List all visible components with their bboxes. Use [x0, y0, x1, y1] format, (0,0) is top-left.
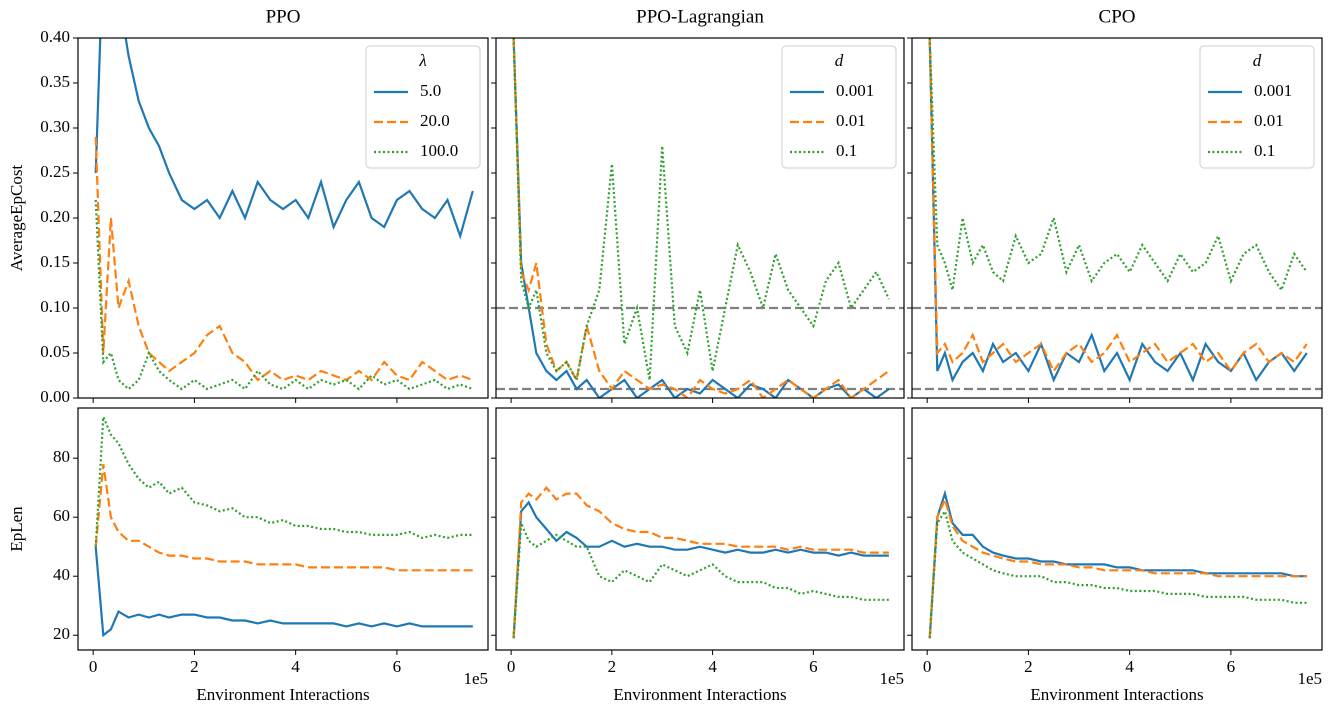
- series-line: [94, 136, 474, 382]
- y-tick-label: 60: [53, 506, 70, 525]
- x-tick-label: 6: [393, 657, 402, 676]
- y-axis-label: EpLen: [7, 506, 26, 552]
- y-tick-label: 0.05: [40, 342, 70, 361]
- panel: 0.00 0.05 0.10 0.15 0.20 0.25 0.30 0.35 0.40 PPO A…: [7, 6, 489, 406]
- legend-title: λ: [418, 51, 426, 70]
- legend-label: 0.001: [836, 81, 874, 100]
- series-line: [928, 508, 1307, 639]
- series-line: [928, 38, 1308, 374]
- y-tick-label: 0.35: [40, 72, 70, 91]
- x-tick-label: 2: [190, 657, 199, 676]
- series-line: [928, 489, 1307, 639]
- legend-title: d: [1253, 51, 1262, 70]
- legend-label: 100.0: [420, 141, 458, 160]
- panel: 0 2 4 6 Environment Interactions 1e5: [907, 407, 1323, 704]
- plot-area: [928, 489, 1307, 639]
- y-tick-label: 0.30: [40, 117, 70, 136]
- y-tick-label: 80: [53, 447, 70, 466]
- x-tick-label: 2: [608, 657, 617, 676]
- x-tick-label: 0: [89, 657, 98, 676]
- series-line: [512, 486, 889, 639]
- panel: CPO d 0.001 0.01 0.1: [907, 6, 1323, 403]
- plot-area: [94, 416, 473, 638]
- x-offset-text: 1e5: [463, 669, 488, 688]
- series-line: [928, 38, 1308, 383]
- legend-box: [1199, 45, 1315, 169]
- series-line: [512, 38, 890, 384]
- series-line: [512, 38, 890, 398]
- y-tick-label: 0.20: [40, 207, 70, 226]
- x-axis-label: Environment Interactions: [1030, 685, 1203, 704]
- plot-area: [94, 38, 474, 391]
- y-tick-label: 40: [53, 565, 70, 584]
- y-tick-label: 0.00: [40, 387, 70, 406]
- legend-label: 0.1: [836, 141, 857, 160]
- panel: 0 2 4 6 Environment Interactions 1e5: [491, 407, 905, 704]
- series-line: [94, 199, 474, 391]
- y-tick-label: 0.15: [40, 252, 70, 271]
- y-tick-label: 0.40: [40, 27, 70, 46]
- x-tick-label: 4: [291, 657, 300, 676]
- plot-area: [512, 38, 890, 398]
- panel: PPO-Lagrangian d 0.001 0.01 0.1: [491, 6, 905, 403]
- legend-label: 20.0: [420, 111, 450, 130]
- x-axis-label: Environment Interactions: [613, 685, 786, 704]
- y-tick-label: 20: [53, 624, 70, 643]
- x-tick-label: 4: [1125, 657, 1134, 676]
- series-line: [94, 38, 474, 240]
- x-offset-text: 1e5: [1297, 669, 1322, 688]
- series-line: [928, 38, 1308, 293]
- series-line: [94, 416, 473, 547]
- legend-label: 5.0: [420, 81, 441, 100]
- legend: d 0.001 0.01 0.1: [1199, 45, 1315, 169]
- legend-label: 0.01: [836, 111, 866, 130]
- axes-frame: [77, 407, 489, 651]
- panel-title: CPO: [1099, 6, 1136, 27]
- axes-frame: [911, 407, 1323, 651]
- series-line: [512, 522, 889, 639]
- legend-label: 0.1: [1254, 141, 1275, 160]
- y-tick-label: 0.25: [40, 162, 70, 181]
- axes-frame: [495, 37, 905, 399]
- y-tick-label: 0.10: [40, 297, 70, 316]
- x-tick-label: 4: [708, 657, 717, 676]
- legend: d 0.001 0.01 0.1: [781, 45, 897, 169]
- x-tick-label: 0: [507, 657, 516, 676]
- series-line: [94, 546, 473, 638]
- axes-frame: [77, 37, 489, 399]
- legend-box: [781, 45, 897, 169]
- x-tick-label: 0: [923, 657, 932, 676]
- x-axis-label: Environment Interactions: [196, 685, 369, 704]
- plot-area: [928, 38, 1308, 383]
- legend-title: d: [835, 51, 844, 70]
- legend-label: 0.01: [1254, 111, 1284, 130]
- axes-frame: [911, 37, 1323, 399]
- series-line: [928, 496, 1307, 639]
- legend-label: 0.001: [1254, 81, 1292, 100]
- plot-area: [512, 486, 889, 639]
- series-line: [94, 463, 473, 572]
- x-offset-text: 1e5: [879, 669, 904, 688]
- legend-box: [365, 45, 481, 169]
- x-tick-label: 6: [1227, 657, 1236, 676]
- axes-frame: [495, 407, 905, 651]
- y-axis-label: AverageEpCost: [7, 165, 26, 272]
- x-tick-label: 2: [1024, 657, 1033, 676]
- panel-title: PPO-Lagrangian: [636, 6, 764, 27]
- panel-title: PPO: [266, 6, 301, 27]
- x-tick-label: 6: [809, 657, 818, 676]
- legend: λ 5.0 20.0 100.0: [365, 45, 481, 169]
- panel: 20 40 60 80 0 2 4 6 EpLen Environment Interaction…: [7, 407, 489, 704]
